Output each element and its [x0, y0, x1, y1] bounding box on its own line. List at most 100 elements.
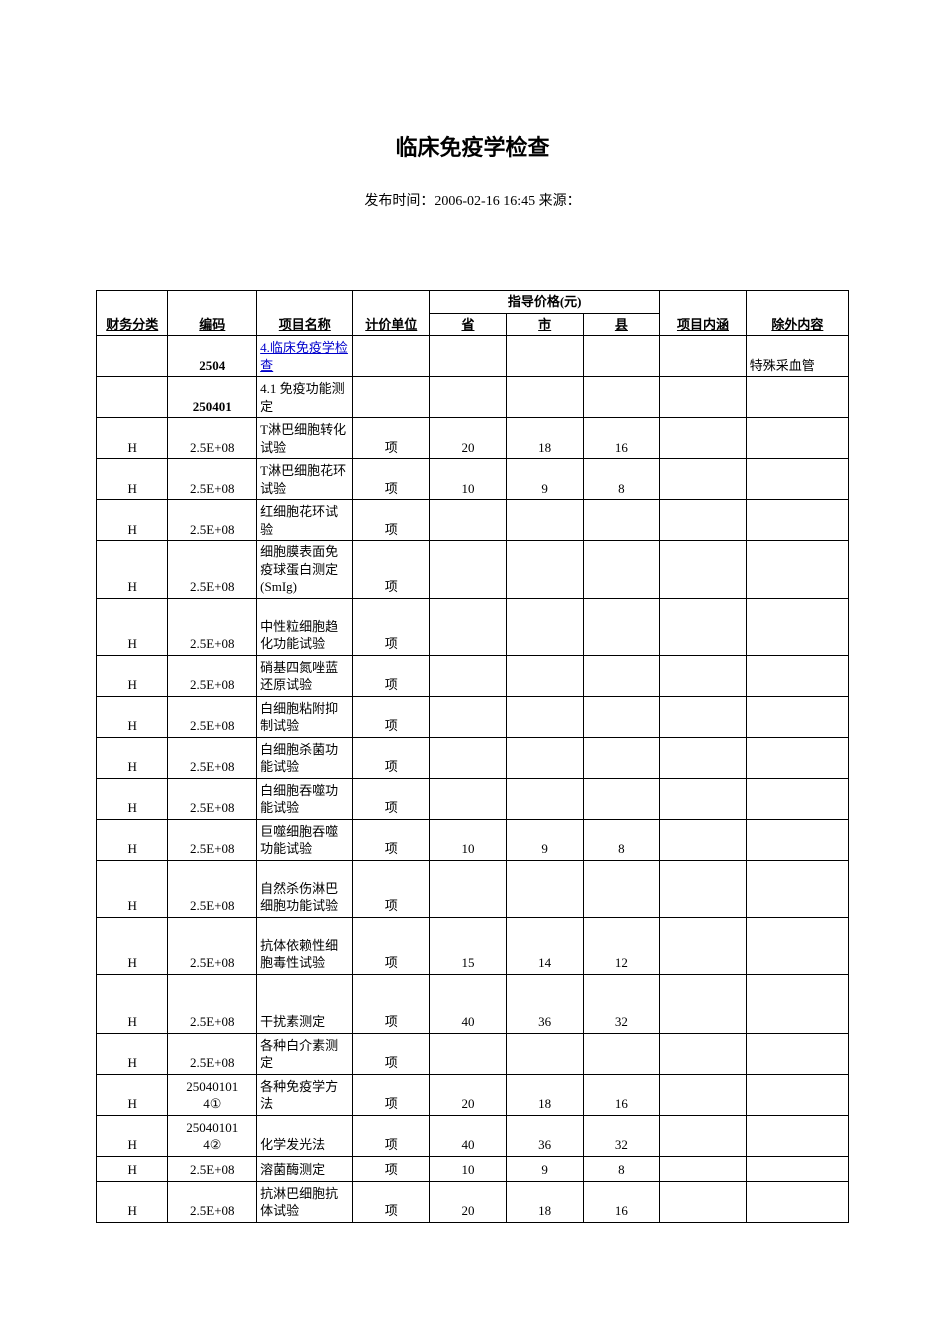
- table-row: H2.5E+08巨噬细胞吞噬功能试验项1098: [97, 819, 849, 860]
- cell-nei: [660, 336, 746, 377]
- cell-p1: [430, 336, 507, 377]
- table-row: H2.5E+08白细胞杀菌功能试验项: [97, 737, 849, 778]
- cell-code: 2.5E+08: [168, 917, 257, 974]
- cell-p2: [506, 336, 583, 377]
- cell-name: 细胞膜表面免疫球蛋白测定(SmIg): [257, 541, 353, 599]
- cell-chu: [746, 1181, 848, 1222]
- cell-code: 2504: [168, 336, 257, 377]
- cell-unit: 项: [353, 819, 430, 860]
- cell-fin: H: [97, 1181, 168, 1222]
- cell-nei: [660, 459, 746, 500]
- cell-chu: [746, 1074, 848, 1115]
- cell-p1: [430, 377, 507, 418]
- cell-fin: H: [97, 541, 168, 599]
- cell-code: 250401014②: [168, 1115, 257, 1156]
- cell-p1: 20: [430, 418, 507, 459]
- cell-p2: 18: [506, 1181, 583, 1222]
- cell-p3: 12: [583, 917, 660, 974]
- cell-code: 2.5E+08: [168, 459, 257, 500]
- cell-unit: 项: [353, 860, 430, 917]
- cell-nei: [660, 1156, 746, 1181]
- cell-unit: 项: [353, 541, 430, 599]
- cell-p1: 10: [430, 819, 507, 860]
- cell-fin: H: [97, 1033, 168, 1074]
- cell-p1: 15: [430, 917, 507, 974]
- cell-p1: [430, 500, 507, 541]
- col-header-code: 编码: [168, 291, 257, 336]
- cell-name: 中性粒细胞趋化功能试验: [257, 598, 353, 655]
- cell-nei: [660, 655, 746, 696]
- table-row: H2.5E+08干扰素测定项403632: [97, 974, 849, 1033]
- cell-p2: 9: [506, 1156, 583, 1181]
- cell-nei: [660, 1074, 746, 1115]
- col-header-chuwai: 除外内容: [746, 291, 848, 336]
- cell-nei: [660, 696, 746, 737]
- col-header-county: 县: [583, 313, 660, 336]
- cell-unit: 项: [353, 655, 430, 696]
- cell-chu: [746, 500, 848, 541]
- col-header-name: 项目名称: [257, 291, 353, 336]
- cell-fin: H: [97, 819, 168, 860]
- cell-chu: [746, 819, 848, 860]
- cell-name: 白细胞吞噬功能试验: [257, 778, 353, 819]
- table-row: H2.5E+08抗淋巴细胞抗体试验项201816: [97, 1181, 849, 1222]
- cell-nei: [660, 541, 746, 599]
- cell-p3: 32: [583, 974, 660, 1033]
- cell-unit: 项: [353, 1074, 430, 1115]
- cell-unit: 项: [353, 418, 430, 459]
- cell-name: T淋巴细胞转化试验: [257, 418, 353, 459]
- cell-fin: H: [97, 500, 168, 541]
- cell-p3: 8: [583, 1156, 660, 1181]
- cell-chu: [746, 778, 848, 819]
- cell-code: 2.5E+08: [168, 778, 257, 819]
- table-row: H2.5E+08溶菌酶测定项1098: [97, 1156, 849, 1181]
- cell-fin: H: [97, 1115, 168, 1156]
- table-row: H250401014②化学发光法项403632: [97, 1115, 849, 1156]
- cell-name: 抗体依赖性细胞毒性试验: [257, 917, 353, 974]
- cell-nei: [660, 418, 746, 459]
- cell-unit: 项: [353, 917, 430, 974]
- cell-code: 2.5E+08: [168, 500, 257, 541]
- cell-p3: [583, 696, 660, 737]
- table-row: H2.5E+08中性粒细胞趋化功能试验项: [97, 598, 849, 655]
- cell-p3: 8: [583, 819, 660, 860]
- cell-name: 4.临床免疫学检查: [257, 336, 353, 377]
- col-header-unit: 计价单位: [353, 291, 430, 336]
- cell-name: 红细胞花环试验: [257, 500, 353, 541]
- cell-chu: [746, 1156, 848, 1181]
- cell-code: 2.5E+08: [168, 418, 257, 459]
- cell-p2: 9: [506, 819, 583, 860]
- cell-chu: [746, 860, 848, 917]
- cell-unit: 项: [353, 1181, 430, 1222]
- cell-p1: 40: [430, 974, 507, 1033]
- cell-p1: [430, 1033, 507, 1074]
- cell-fin: H: [97, 737, 168, 778]
- cell-p3: [583, 1033, 660, 1074]
- cell-p3: [583, 336, 660, 377]
- cell-nei: [660, 737, 746, 778]
- cell-chu: [746, 974, 848, 1033]
- cell-p3: 16: [583, 418, 660, 459]
- cell-p2: 36: [506, 974, 583, 1033]
- cell-code: 2.5E+08: [168, 974, 257, 1033]
- cell-p1: 40: [430, 1115, 507, 1156]
- table-row: H2.5E+08白细胞粘附抑制试验项: [97, 696, 849, 737]
- table-row: 2504014.1 免疫功能测定: [97, 377, 849, 418]
- cell-name: 干扰素测定: [257, 974, 353, 1033]
- cell-chu: [746, 696, 848, 737]
- cell-name: 化学发光法: [257, 1115, 353, 1156]
- cell-p3: 16: [583, 1181, 660, 1222]
- cell-nei: [660, 860, 746, 917]
- cell-name: 各种白介素测定: [257, 1033, 353, 1074]
- cell-fin: H: [97, 1074, 168, 1115]
- cell-code: 250401: [168, 377, 257, 418]
- cell-unit: [353, 377, 430, 418]
- document-page: 临床免疫学检查 发布时间：2006-02-16 16:45 来源： 财务分类 编…: [0, 0, 945, 1337]
- cell-fin: H: [97, 459, 168, 500]
- price-table-container: 财务分类 编码 项目名称 计价单位 指导价格(元) 项目内涵 除外内容 省 市 …: [96, 290, 849, 1223]
- cell-fin: H: [97, 696, 168, 737]
- cell-unit: 项: [353, 459, 430, 500]
- cell-p2: [506, 737, 583, 778]
- cell-unit: 项: [353, 1156, 430, 1181]
- cell-fin: H: [97, 917, 168, 974]
